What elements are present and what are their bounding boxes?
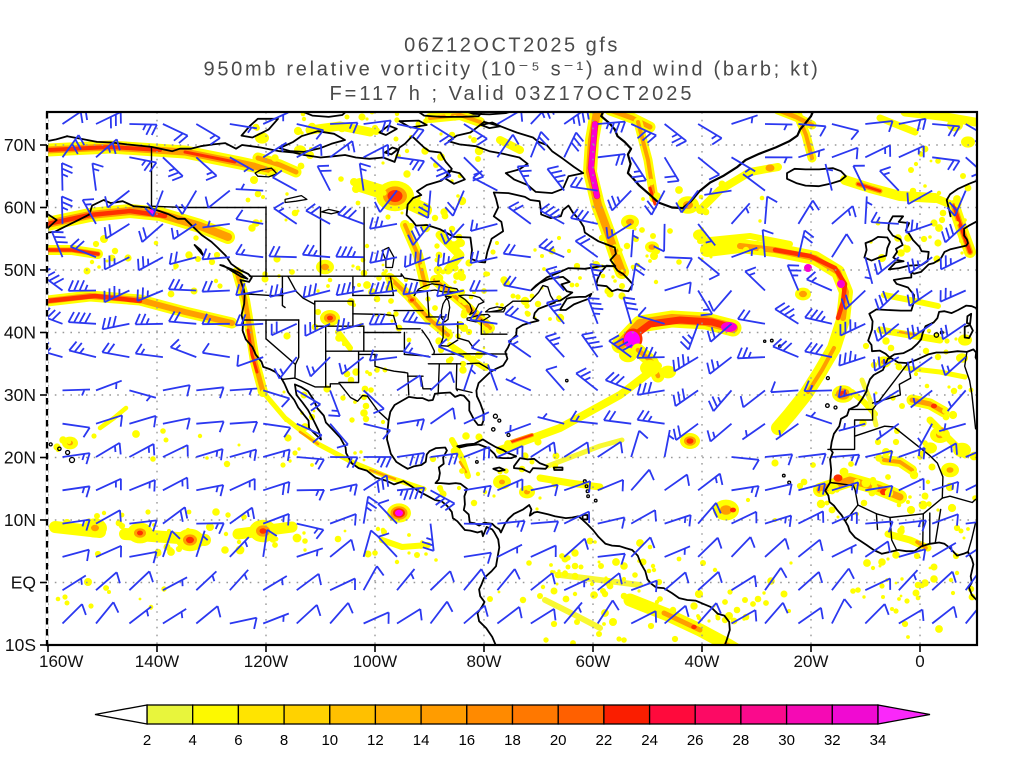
svg-text:6: 6 <box>234 732 242 749</box>
svg-text:8: 8 <box>280 732 288 749</box>
svg-text:18: 18 <box>504 732 521 749</box>
svg-text:12: 12 <box>367 732 384 749</box>
svg-text:20W: 20W <box>794 652 829 671</box>
svg-text:20N: 20N <box>4 448 36 468</box>
svg-text:EQ: EQ <box>11 573 36 593</box>
svg-text:22: 22 <box>596 732 613 749</box>
svg-text:06Z12OCT2025 gfs: 06Z12OCT2025 gfs <box>404 35 620 57</box>
svg-text:34: 34 <box>870 732 887 749</box>
svg-text:10S: 10S <box>5 635 36 655</box>
svg-text:50N: 50N <box>4 260 36 280</box>
svg-text:30: 30 <box>778 732 795 749</box>
svg-text:60W: 60W <box>576 652 611 671</box>
svg-text:40N: 40N <box>4 323 36 343</box>
svg-text:120W: 120W <box>244 652 288 671</box>
svg-text:950mb relative vorticity (10⁻⁵: 950mb relative vorticity (10⁻⁵ s⁻¹) and … <box>204 59 821 81</box>
svg-text:24: 24 <box>641 732 658 749</box>
svg-text:140W: 140W <box>135 652 179 671</box>
svg-text:10N: 10N <box>4 510 36 530</box>
svg-text:4: 4 <box>189 732 197 749</box>
svg-text:28: 28 <box>733 732 750 749</box>
svg-text:16: 16 <box>458 732 475 749</box>
svg-text:30N: 30N <box>4 385 36 405</box>
svg-text:26: 26 <box>687 732 704 749</box>
svg-text:0: 0 <box>915 652 924 671</box>
svg-text:10: 10 <box>321 732 338 749</box>
svg-text:2: 2 <box>143 732 151 749</box>
svg-text:60N: 60N <box>4 198 36 218</box>
svg-text:100W: 100W <box>353 652 397 671</box>
svg-text:F=117 h ; Valid 03Z17OCT2025: F=117 h ; Valid 03Z17OCT2025 <box>329 83 694 105</box>
svg-text:20: 20 <box>550 732 567 749</box>
svg-text:70N: 70N <box>4 135 36 155</box>
svg-text:80W: 80W <box>467 652 502 671</box>
svg-text:32: 32 <box>824 732 841 749</box>
svg-text:14: 14 <box>413 732 430 749</box>
svg-text:40W: 40W <box>685 652 720 671</box>
svg-text:160W: 160W <box>39 652 83 671</box>
